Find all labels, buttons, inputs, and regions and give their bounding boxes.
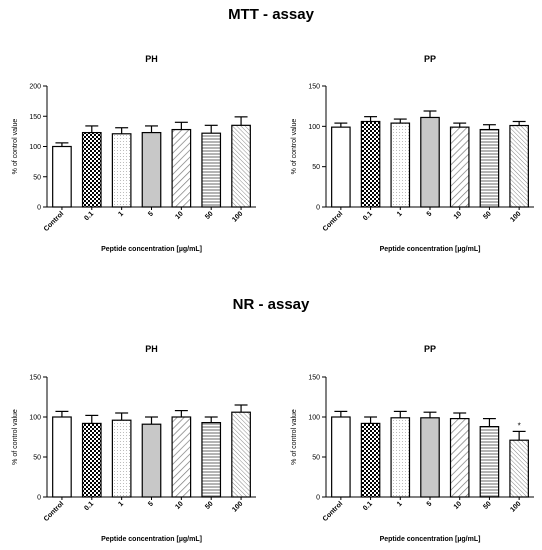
bar-1 [111, 133, 132, 208]
bar-50 [479, 426, 500, 498]
x-tick-label: 50 [482, 210, 493, 221]
x-tick-label: 10 [174, 500, 185, 511]
bar-Control [331, 126, 351, 208]
x-tick-label: 5 [147, 500, 155, 508]
y-axis-label: % of control value [291, 119, 298, 175]
bar-1 [390, 417, 411, 498]
bar-100 [231, 411, 251, 498]
y-tick-label: 200 [29, 84, 41, 91]
x-tick-label: 1 [117, 210, 125, 218]
nr-section-title: NR - assay [232, 296, 310, 313]
x-tick-label: 1 [117, 500, 125, 508]
y-tick-label: 50 [312, 164, 320, 171]
bar-10 [171, 416, 192, 498]
y-tick-label: 50 [33, 455, 41, 462]
bar-10 [449, 418, 470, 498]
y-axis-label: % of control value [291, 409, 298, 465]
y-axis-label: % of control value [12, 409, 19, 465]
bar-5 [141, 423, 162, 498]
y-axis-label: % of control value [12, 119, 19, 175]
x-tick-label: 0.1 [362, 500, 374, 512]
x-tick-label: 50 [204, 500, 215, 511]
x-tick-label: 50 [482, 500, 493, 511]
mtt-section-title: MTT - assay [228, 6, 314, 23]
chart-title: PP [424, 54, 436, 64]
x-tick-label: 1 [396, 210, 404, 218]
y-tick-label: 50 [312, 455, 320, 462]
y-tick-label: 100 [308, 124, 320, 131]
x-tick-label: Control [43, 210, 66, 233]
x-tick-label: 100 [231, 500, 244, 513]
x-axis-label: Peptide concentration [µg/mL] [101, 536, 202, 543]
bar-0.1 [81, 422, 102, 498]
bar-100 [509, 439, 529, 498]
bar-50 [201, 422, 222, 498]
x-axis-label: Peptide concentration [µg/mL] [380, 246, 481, 253]
x-axis-label: Peptide concentration [µg/mL] [380, 536, 481, 543]
bar-0.1 [360, 120, 381, 208]
x-tick-label: 5 [147, 210, 155, 218]
x-tick-label: 100 [509, 500, 522, 513]
x-axis-label: Peptide concentration [µg/mL] [101, 246, 202, 253]
bar-10 [171, 128, 192, 208]
y-tick-label: 50 [33, 174, 41, 181]
y-tick-label: 150 [308, 375, 320, 382]
chart-title: PP [424, 344, 436, 354]
y-tick-label: 0 [316, 205, 320, 212]
y-tick-label: 100 [308, 415, 320, 422]
bar-5 [141, 131, 162, 208]
bar-Control [52, 145, 72, 208]
bar-5 [420, 116, 440, 208]
x-tick-label: 1 [396, 500, 404, 508]
x-tick-label: 0.1 [83, 500, 95, 512]
x-tick-label: 100 [231, 210, 244, 223]
x-tick-label: Control [43, 500, 66, 523]
bar-10 [449, 126, 470, 208]
bar-100 [509, 124, 529, 208]
bar-5 [420, 417, 440, 498]
y-tick-label: 150 [29, 114, 41, 121]
significance-marker: * [518, 421, 521, 430]
bar-100 [231, 124, 251, 208]
x-tick-label: 5 [426, 500, 434, 508]
x-tick-label: 10 [174, 210, 185, 221]
bar-1 [111, 419, 132, 498]
chart-title: PH [145, 54, 158, 64]
bar-50 [479, 128, 500, 208]
y-tick-label: 150 [308, 84, 320, 91]
x-tick-label: Control [322, 210, 345, 233]
x-tick-label: 5 [426, 210, 434, 218]
y-tick-label: 0 [37, 495, 41, 502]
chart-title: PH [145, 344, 158, 354]
bar-1 [390, 122, 411, 208]
bar-Control [52, 416, 72, 498]
x-tick-label: 10 [453, 500, 464, 511]
bar-Control [331, 416, 351, 498]
y-tick-label: 100 [29, 144, 41, 151]
y-tick-label: 0 [37, 205, 41, 212]
x-tick-label: 10 [453, 210, 464, 221]
x-tick-label: 0.1 [362, 210, 374, 222]
bar-0.1 [360, 422, 381, 498]
bar-50 [201, 132, 222, 208]
bar-0.1 [81, 131, 102, 208]
x-tick-label: 100 [509, 210, 522, 223]
x-tick-label: 50 [204, 210, 215, 221]
y-tick-label: 150 [29, 375, 41, 382]
x-tick-label: Control [322, 500, 345, 523]
y-tick-label: 0 [316, 495, 320, 502]
y-tick-label: 100 [29, 415, 41, 422]
x-tick-label: 0.1 [83, 210, 95, 222]
